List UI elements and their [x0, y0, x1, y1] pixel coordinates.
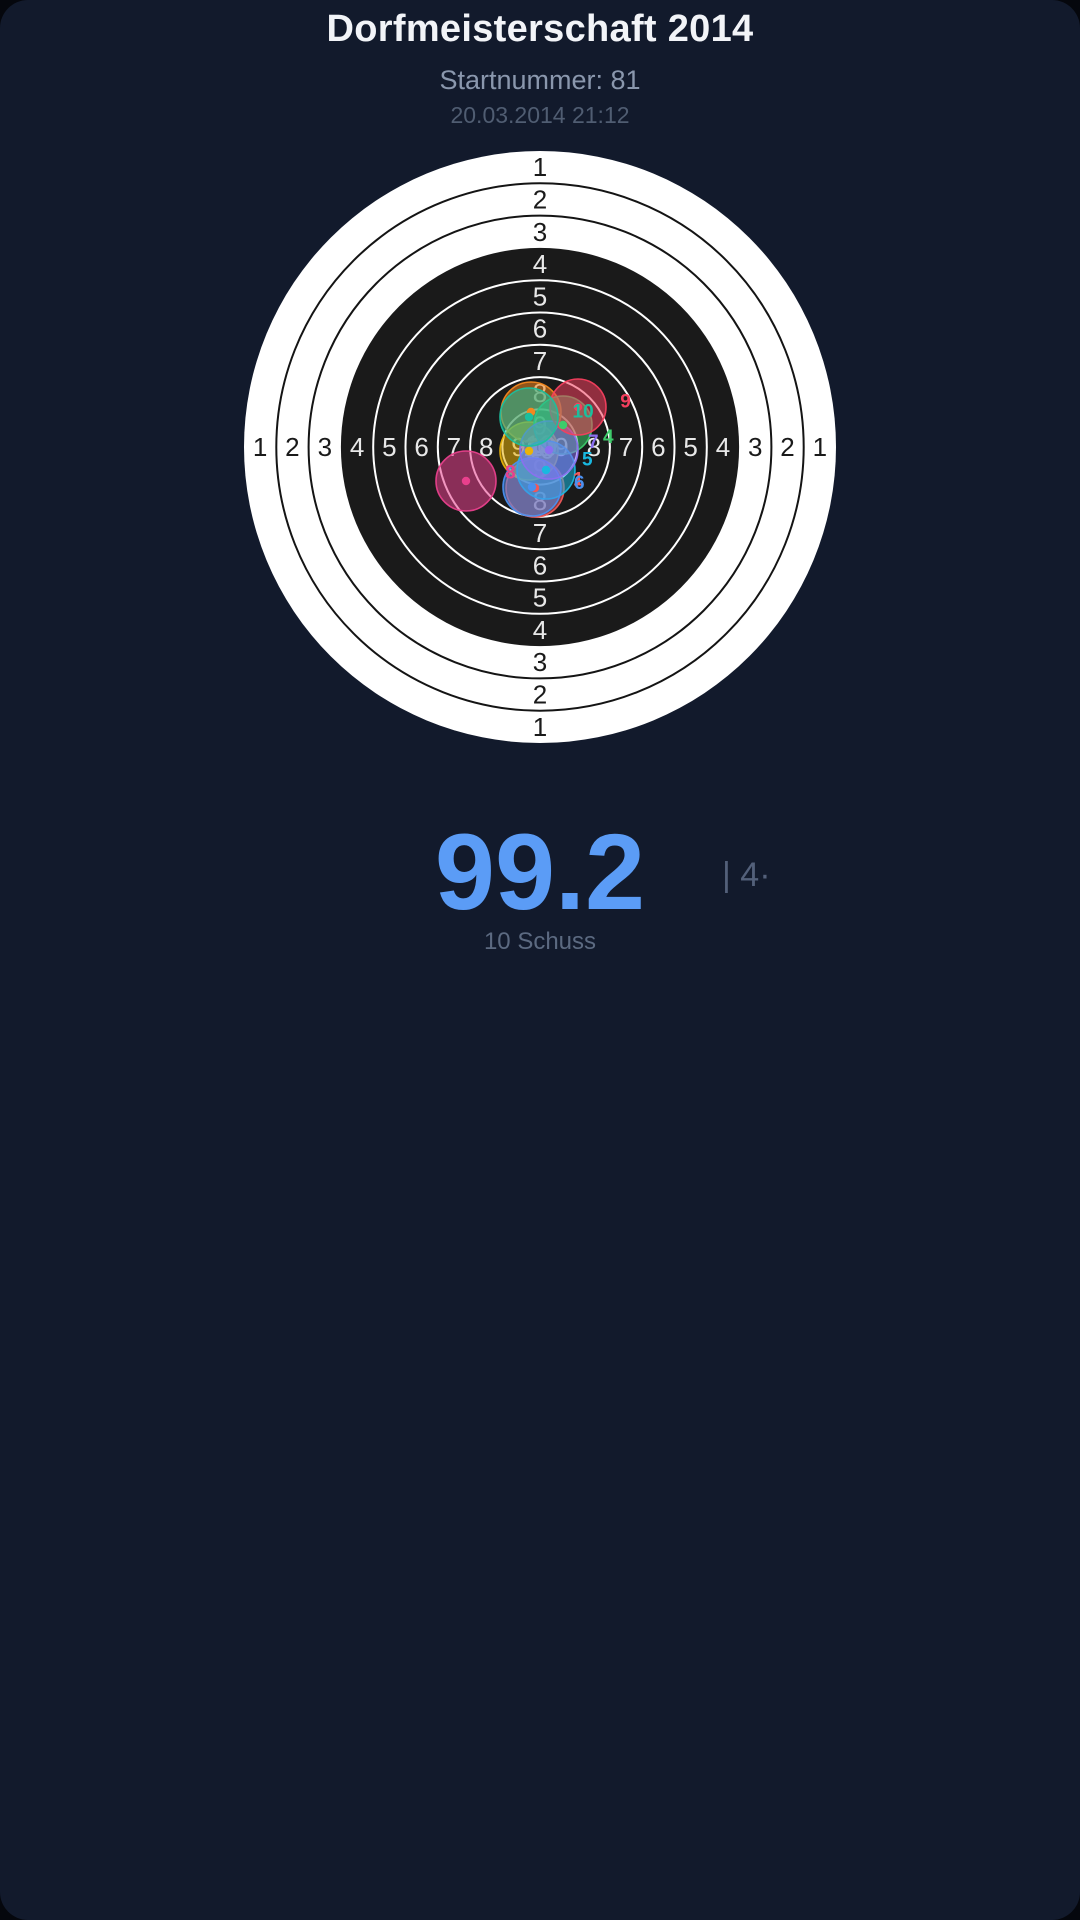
svg-text:5: 5: [582, 449, 593, 470]
svg-text:10: 10: [573, 402, 594, 423]
svg-text:6: 6: [574, 473, 585, 494]
svg-text:4: 4: [603, 427, 614, 448]
svg-text:9: 9: [620, 391, 631, 412]
svg-text:8: 8: [505, 463, 516, 484]
